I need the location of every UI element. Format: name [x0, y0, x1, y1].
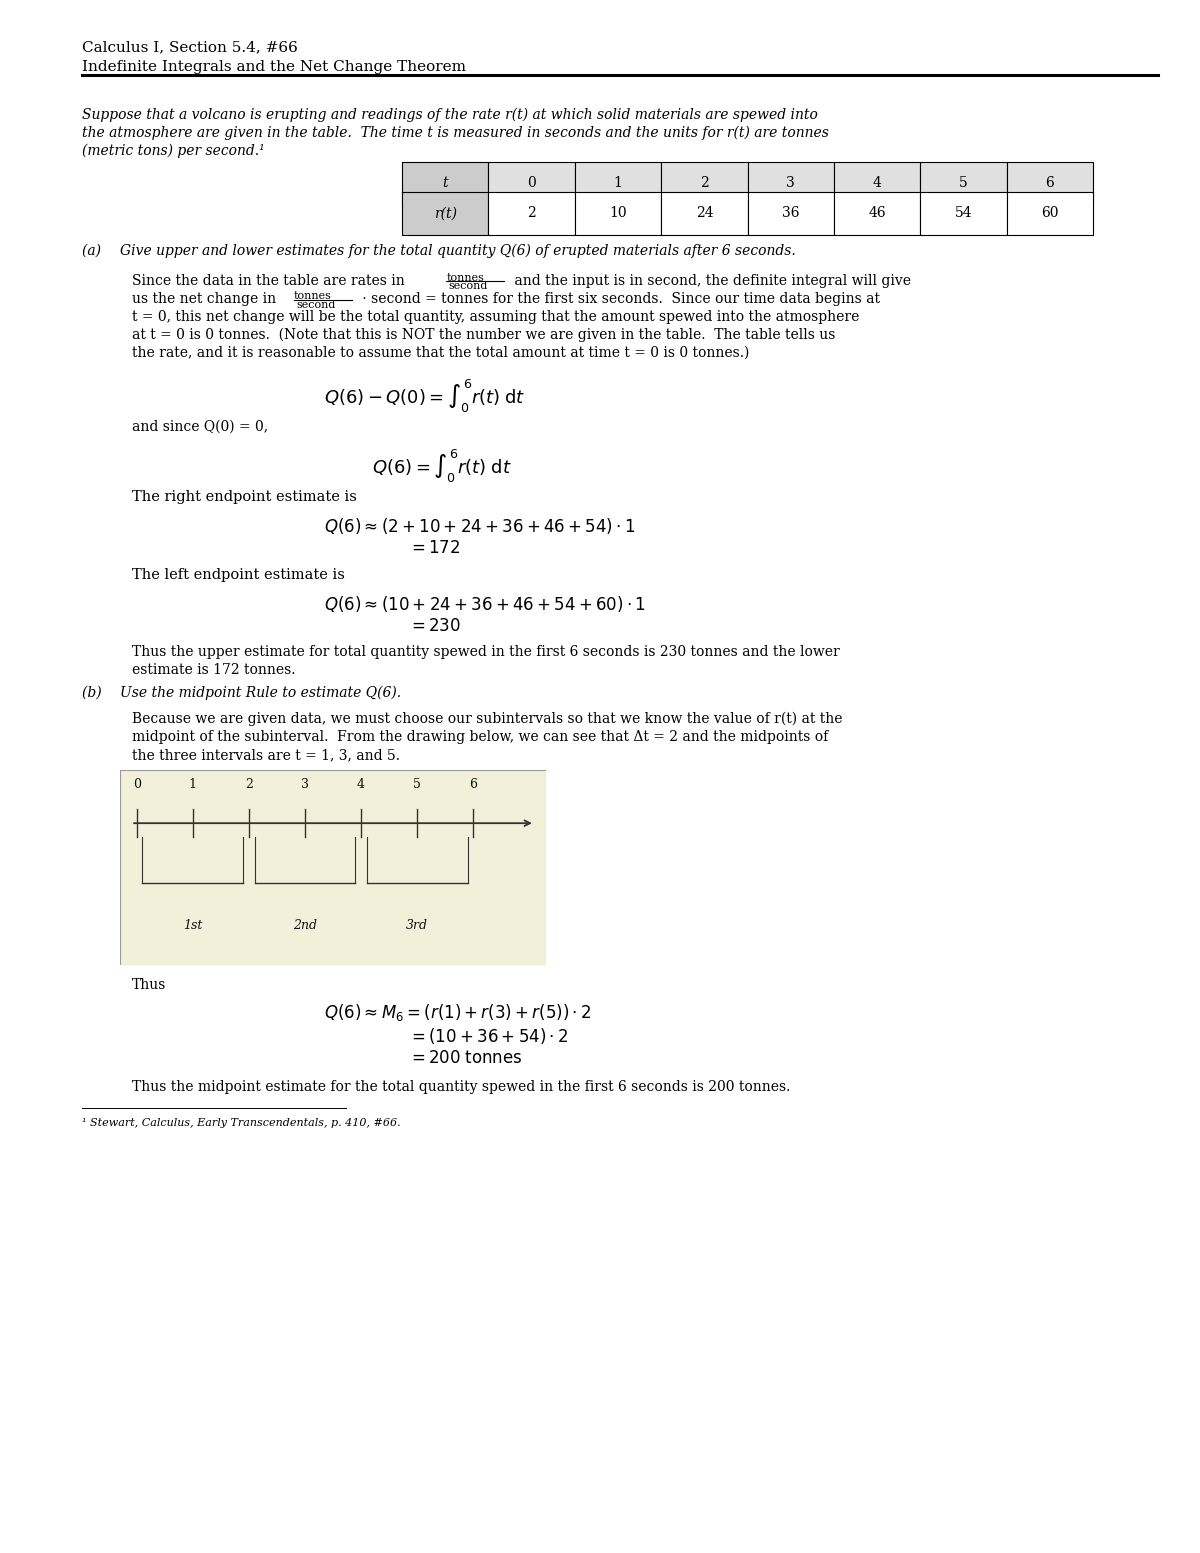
Text: estimate is 172 tonnes.: estimate is 172 tonnes.	[132, 663, 295, 677]
Text: 54: 54	[955, 207, 972, 221]
Text: 46: 46	[869, 207, 886, 221]
Text: Indefinite Integrals and the Net Change Theorem: Indefinite Integrals and the Net Change …	[82, 61, 466, 75]
Text: 2: 2	[700, 175, 709, 191]
Text: 36: 36	[782, 207, 799, 221]
Text: 3: 3	[786, 175, 796, 191]
Text: 4: 4	[358, 778, 365, 792]
Bar	[748, 162, 834, 205]
Text: Since the data in the table are rates in: Since the data in the table are rates in	[132, 273, 409, 287]
Bar	[575, 162, 661, 205]
Text: 1st: 1st	[184, 919, 203, 932]
Bar	[1007, 162, 1093, 205]
Text: 24: 24	[696, 207, 713, 221]
Text: Suppose that a volcano is erupting and readings of the rate r(t) at which solid : Suppose that a volcano is erupting and r…	[82, 109, 817, 123]
Text: Use the midpoint Rule to estimate Q(6).: Use the midpoint Rule to estimate Q(6).	[120, 686, 401, 700]
Bar	[920, 162, 1007, 205]
Text: (a): (a)	[82, 244, 104, 258]
Text: ¹ Stewart, Calculus, Early Transcendentals, p. 410, #66.: ¹ Stewart, Calculus, Early Transcendenta…	[82, 1118, 401, 1127]
Text: $Q(6) \approx M_6 = (r(1) + r(3) + r(5)) \cdot 2$: $Q(6) \approx M_6 = (r(1) + r(3) + r(5))…	[324, 1002, 592, 1023]
Text: 5: 5	[413, 778, 421, 792]
Text: us the net change in: us the net change in	[132, 292, 281, 306]
Text: the rate, and it is reasonable to assume that the total amount at time t = 0 is : the rate, and it is reasonable to assume…	[132, 346, 749, 360]
Text: t = 0, this net change will be the total quantity, assuming that the amount spew: t = 0, this net change will be the total…	[132, 311, 859, 325]
Text: The left endpoint estimate is: The left endpoint estimate is	[132, 568, 344, 582]
Text: 2nd: 2nd	[293, 919, 317, 932]
Text: 10: 10	[610, 207, 626, 221]
Text: the three intervals are t = 1, 3, and 5.: the three intervals are t = 1, 3, and 5.	[132, 749, 400, 763]
Text: Calculus I, Section 5.4, #66: Calculus I, Section 5.4, #66	[82, 40, 298, 54]
Text: 3: 3	[301, 778, 308, 792]
Text: 0: 0	[133, 778, 140, 792]
Text: 6: 6	[469, 778, 478, 792]
Text: Because we are given data, we must choose our subintervals so that we know the v: Because we are given data, we must choos…	[132, 711, 842, 727]
Text: second: second	[449, 281, 488, 290]
Text: (b): (b)	[82, 686, 106, 700]
Bar	[834, 191, 920, 235]
Text: 4: 4	[872, 175, 882, 191]
Text: 0: 0	[527, 175, 536, 191]
Text: The right endpoint estimate is: The right endpoint estimate is	[132, 491, 356, 505]
Bar	[920, 191, 1007, 235]
Text: tonnes: tonnes	[294, 290, 332, 301]
Bar	[402, 191, 488, 235]
Text: $Q(6) \approx (10 + 24 + 36 + 46 + 54 + 60) \cdot 1$: $Q(6) \approx (10 + 24 + 36 + 46 + 54 + …	[324, 593, 646, 613]
Text: $= (10 + 36 + 54) \cdot 2$: $= (10 + 36 + 54) \cdot 2$	[408, 1027, 569, 1047]
Text: and since Q(0) = 0,: and since Q(0) = 0,	[132, 419, 268, 433]
Text: 2: 2	[245, 778, 253, 792]
Text: · second = tonnes for the first six seconds.  Since our time data begins at: · second = tonnes for the first six seco…	[358, 292, 880, 306]
Bar	[834, 162, 920, 205]
Text: $Q(6) \approx (2 + 10 + 24 + 36 + 46 + 54) \cdot 1$: $Q(6) \approx (2 + 10 + 24 + 36 + 46 + 5…	[324, 516, 635, 536]
Bar	[488, 191, 575, 235]
Text: second: second	[296, 300, 336, 311]
Text: Thus the upper estimate for total quantity spewed in the first 6 seconds is 230 : Thus the upper estimate for total quanti…	[132, 644, 840, 658]
Bar	[661, 162, 748, 205]
Bar	[1007, 191, 1093, 235]
Text: at t = 0 is 0 tonnes.  (Note that this is NOT the number we are given in the tab: at t = 0 is 0 tonnes. (Note that this is…	[132, 328, 835, 342]
Text: 5: 5	[959, 175, 968, 191]
Text: Give upper and lower estimates for the total quantity Q(6) of erupted materials : Give upper and lower estimates for the t…	[120, 244, 796, 258]
Text: 1: 1	[613, 175, 623, 191]
Text: Thus the midpoint estimate for the total quantity spewed in the first 6 seconds : Thus the midpoint estimate for the total…	[132, 1079, 791, 1093]
Bar	[748, 191, 834, 235]
Text: 1: 1	[188, 778, 197, 792]
Bar	[661, 191, 748, 235]
Text: midpoint of the subinterval.  From the drawing below, we can see that Δt = 2 and: midpoint of the subinterval. From the dr…	[132, 730, 828, 744]
Text: 60: 60	[1042, 207, 1058, 221]
Bar	[575, 191, 661, 235]
Text: $Q(6) - Q(0) = \int_0^6 r(t)\; \mathrm{d}t$: $Q(6) - Q(0) = \int_0^6 r(t)\; \mathrm{d…	[324, 377, 526, 415]
Text: and the input is in second, the definite integral will give: and the input is in second, the definite…	[510, 273, 911, 287]
Text: (metric tons) per second.¹: (metric tons) per second.¹	[82, 144, 264, 158]
Text: the atmosphere are given in the table.  The time t is measured in seconds and th: the atmosphere are given in the table. T…	[82, 126, 828, 140]
Text: 6: 6	[1045, 175, 1055, 191]
Text: 3rd: 3rd	[406, 919, 428, 932]
Text: 2: 2	[527, 207, 536, 221]
Text: t: t	[443, 175, 448, 191]
Text: r(t): r(t)	[433, 207, 457, 221]
Bar	[488, 162, 575, 205]
Text: $= 230$: $= 230$	[408, 618, 461, 635]
Text: $= 200\;\text{tonnes}$: $= 200\;\text{tonnes}$	[408, 1050, 522, 1067]
Bar	[402, 162, 488, 205]
Text: tonnes: tonnes	[446, 273, 485, 283]
Text: $= 172$: $= 172$	[408, 540, 461, 558]
Text: $Q(6) = \int_0^6 r(t)\; \mathrm{d}t$: $Q(6) = \int_0^6 r(t)\; \mathrm{d}t$	[372, 447, 511, 485]
Text: Thus: Thus	[132, 978, 167, 992]
